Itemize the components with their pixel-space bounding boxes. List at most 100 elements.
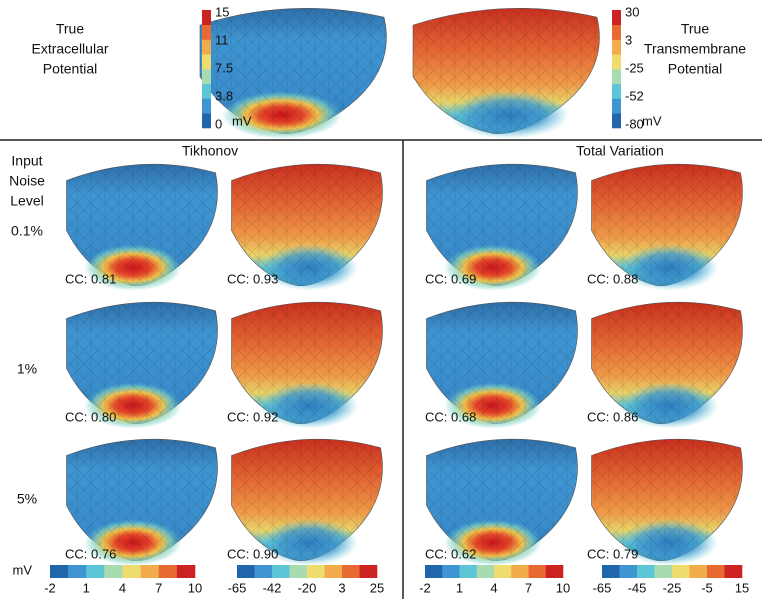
colorbar-segment xyxy=(612,10,621,26)
colorbar-label: -5 xyxy=(701,580,713,595)
colorbar-segment xyxy=(612,113,621,129)
colorbar-label: 25 xyxy=(370,580,384,595)
colorbar-segment xyxy=(442,565,460,578)
heart-mesh xyxy=(426,302,578,424)
colorbar-segment xyxy=(654,565,673,578)
heart-mesh xyxy=(426,164,578,286)
colorbar-label: -2 xyxy=(419,580,431,595)
colorbar-segment xyxy=(637,565,655,578)
colorbar-segment xyxy=(602,565,620,578)
correlation-coefficient: CC: 0.92 xyxy=(227,409,278,424)
colorbar-segment xyxy=(612,24,621,40)
heart-mesh xyxy=(231,302,383,424)
colorbar-segment xyxy=(202,24,211,40)
colorbar-segment xyxy=(612,83,621,99)
heart-mesh xyxy=(66,302,218,424)
heart-mesh xyxy=(426,439,578,561)
method-title: Total Variation xyxy=(576,143,664,159)
correlation-coefficient: CC: 0.62 xyxy=(425,546,476,561)
correlation-coefficient: CC: 0.88 xyxy=(587,271,638,286)
colorbar-segment xyxy=(528,565,547,578)
noise-level: 0.1% xyxy=(11,223,43,239)
row-header: Level xyxy=(10,193,43,209)
correlation-coefficient: CC: 0.69 xyxy=(425,271,476,286)
colorbar-segment xyxy=(202,10,211,26)
colorbar-segment xyxy=(359,565,378,578)
colorbar-label: 3.8 xyxy=(215,88,233,103)
colorbar-segment xyxy=(511,565,529,578)
colorbar-segment xyxy=(176,565,196,578)
correlation-coefficient: CC: 0.90 xyxy=(227,546,278,561)
colorbar-segment xyxy=(272,565,290,578)
colorbar-label: 11 xyxy=(215,32,229,47)
colorbar-segment xyxy=(707,565,725,578)
colorbar-label: 4 xyxy=(119,580,126,595)
correlation-coefficient: CC: 0.80 xyxy=(65,409,116,424)
colorbar-segment xyxy=(476,565,495,578)
colorbar-segment xyxy=(202,98,211,114)
colorbar-segment xyxy=(104,565,123,578)
colorbar-segment xyxy=(122,565,141,578)
colorbar-unit: mV xyxy=(232,113,252,128)
colorbar-segment xyxy=(324,565,343,578)
colorbar-segment xyxy=(202,54,211,70)
colorbar-segment xyxy=(202,69,211,85)
colorbar-label: 10 xyxy=(188,580,202,595)
colorbar-segment xyxy=(459,565,478,578)
correlation-coefficient: CC: 0.86 xyxy=(587,409,638,424)
heart-mesh xyxy=(66,439,218,561)
heart-mesh xyxy=(66,164,218,286)
colorbar-label: 7.5 xyxy=(215,60,233,75)
colorbar-segment xyxy=(202,113,211,129)
heart-mesh xyxy=(231,164,383,286)
colorbar-label: 7 xyxy=(525,580,532,595)
heart-mesh xyxy=(591,302,743,424)
colorbar-segment xyxy=(545,565,564,578)
colorbar-unit: mV xyxy=(642,113,662,128)
heart-mesh xyxy=(591,164,743,286)
colorbar-label: -25 xyxy=(663,580,682,595)
correlation-coefficient: CC: 0.76 xyxy=(65,546,116,561)
colorbar-label: 15 xyxy=(735,580,749,595)
colorbar-label: 30 xyxy=(625,4,639,19)
noise-level: 1% xyxy=(17,361,37,377)
colorbar-unit: mV xyxy=(13,562,33,577)
colorbar-label: -42 xyxy=(263,580,282,595)
colorbar-label: 3 xyxy=(338,580,345,595)
heart-mesh xyxy=(231,439,383,561)
colorbar-label: -65 xyxy=(228,580,247,595)
correlation-coefficient: CC: 0.79 xyxy=(587,546,638,561)
colorbar-label: 1 xyxy=(456,580,463,595)
colorbar-label: 4 xyxy=(490,580,497,595)
panel-label: Potential xyxy=(43,61,97,77)
colorbar-segment xyxy=(50,565,69,578)
panel-label: Transmembrane xyxy=(644,41,746,57)
colorbar-label: -2 xyxy=(44,580,56,595)
colorbar-segment xyxy=(289,565,308,578)
colorbar-label: -20 xyxy=(298,580,317,595)
colorbar-segment xyxy=(158,565,178,578)
colorbar-segment xyxy=(494,565,512,578)
colorbar-label: -52 xyxy=(625,88,644,103)
colorbar-segment xyxy=(672,565,690,578)
colorbar-segment xyxy=(689,565,708,578)
colorbar-segment xyxy=(612,98,621,114)
row-header: Input xyxy=(11,153,42,169)
colorbar-segment xyxy=(86,565,105,578)
panel-label: Potential xyxy=(668,61,722,77)
method-title: Tikhonov xyxy=(182,143,238,159)
colorbar-label: -25 xyxy=(625,60,644,75)
heart-mesh xyxy=(413,8,600,134)
colorbar-label: 10 xyxy=(556,580,570,595)
heart-mesh xyxy=(591,439,743,561)
colorbar-label: -65 xyxy=(593,580,612,595)
colorbar-label: 7 xyxy=(155,580,162,595)
colorbar-label: 15 xyxy=(215,4,229,19)
colorbar-segment xyxy=(202,83,211,99)
correlation-coefficient: CC: 0.81 xyxy=(65,271,116,286)
row-header: Noise xyxy=(9,173,45,189)
colorbar-segment xyxy=(140,565,160,578)
colorbar-label: 0 xyxy=(215,116,222,131)
